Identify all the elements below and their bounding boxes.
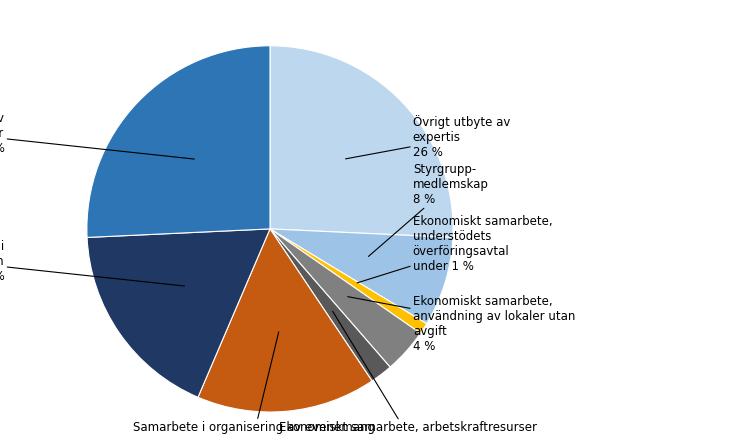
Wedge shape xyxy=(270,46,453,238)
Text: Ekonomiskt samarbete,
användning av lokaler utan
avgift
4 %: Ekonomiskt samarbete, användning av loka… xyxy=(348,295,575,353)
Wedge shape xyxy=(87,229,270,397)
Wedge shape xyxy=(270,229,390,381)
Text: Övrigt utbyte av
expertis
26 %: Övrigt utbyte av expertis 26 % xyxy=(346,116,510,159)
Text: Samarbete i
kommunikation
18 %: Samarbete i kommunikation 18 % xyxy=(0,240,184,286)
Text: Handledning av
kunder
26 %: Handledning av kunder 26 % xyxy=(0,112,194,159)
Text: Styrgrupp-
medlemskap
8 %: Styrgrupp- medlemskap 8 % xyxy=(368,164,489,256)
Wedge shape xyxy=(270,229,421,367)
Wedge shape xyxy=(270,229,427,333)
Text: Samarbete i organisering av evenemang
16 %: Samarbete i organisering av evenemang 16… xyxy=(133,332,375,436)
Text: Ekonomiskt samarbete, arbetskraftresurser
2 %: Ekonomiskt samarbete, arbetskraftresurse… xyxy=(279,311,537,436)
Wedge shape xyxy=(270,229,453,324)
Text: Ekonomiskt samarbete,
understödets
överföringsavtal
under 1 %: Ekonomiskt samarbete, understödets överf… xyxy=(357,215,553,283)
Wedge shape xyxy=(198,229,372,412)
Wedge shape xyxy=(87,46,270,238)
